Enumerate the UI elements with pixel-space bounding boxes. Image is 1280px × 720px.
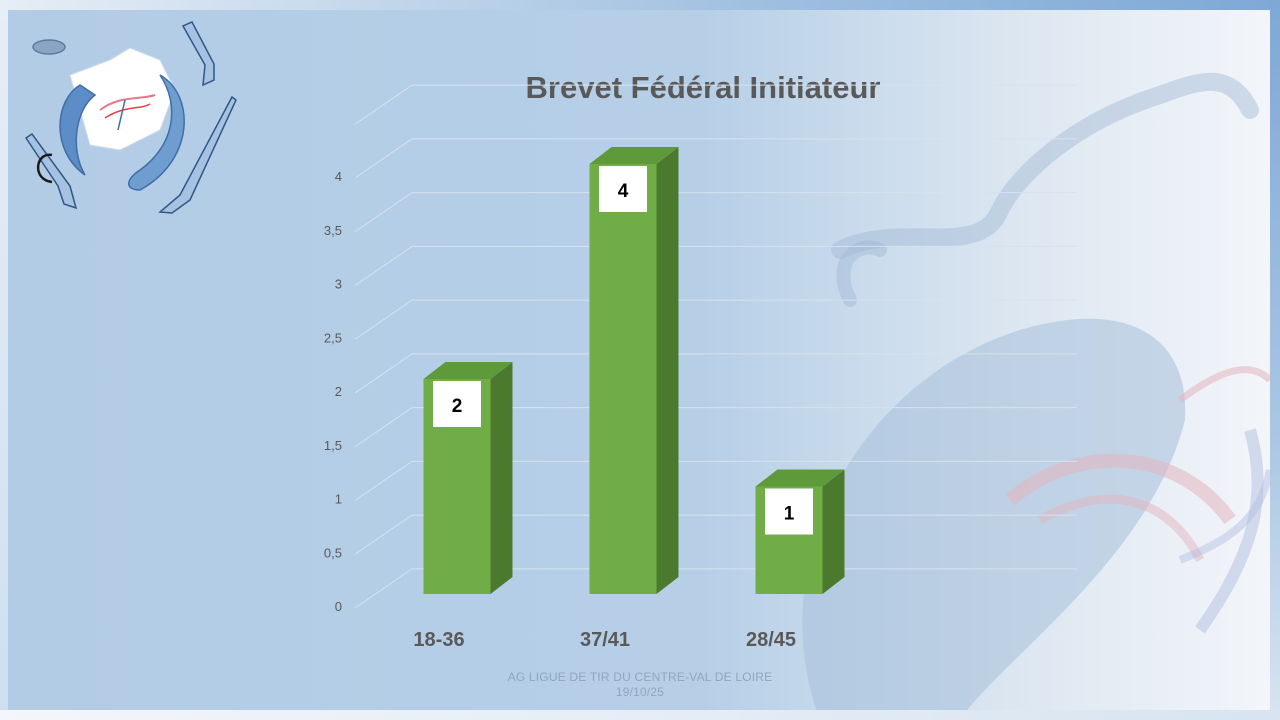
bar-top (423, 362, 513, 379)
clay-target-icon (32, 39, 66, 55)
slide-frame-bottom (0, 710, 1280, 720)
chart-title: Brevet Fédéral Initiateur (525, 70, 881, 105)
gridline-side (354, 460, 413, 501)
bar-side (656, 147, 679, 594)
y-tick-label: 2,5 (324, 330, 342, 345)
bar-1: 2 (423, 362, 513, 594)
gridline-side (354, 407, 413, 448)
x-category-label: 28/45 (746, 629, 796, 651)
data-label-box (599, 166, 647, 212)
bar-side (490, 362, 513, 594)
data-label-box (765, 488, 813, 535)
shotgun-icon (24, 132, 78, 210)
footer-organization: AG LIGUE DE TIR DU CENTRE-VAL DE LOIRE (507, 670, 773, 684)
gridline-side (354, 514, 413, 555)
y-tick-label: 0 (335, 599, 342, 614)
shooting-federation-logo-icon (24, 21, 237, 214)
gridline-side (354, 84, 413, 125)
bar-top (589, 147, 679, 164)
data-label-box (433, 381, 481, 427)
data-label: 2 (452, 396, 463, 417)
rifle-icon (158, 95, 237, 214)
pistol-icon (181, 21, 215, 87)
slide-frame-right (1270, 0, 1280, 720)
bar-2: 4 (589, 147, 679, 594)
gridline-side (354, 138, 413, 179)
gridline-side (354, 353, 413, 394)
y-tick-label: 1 (335, 492, 342, 507)
gridline-side (354, 568, 413, 609)
y-tick-label: 3 (335, 277, 342, 292)
y-tick-label: 3,5 (324, 223, 342, 238)
y-tick-label: 1,5 (324, 438, 342, 453)
bar-front (589, 164, 657, 594)
x-category-label: 37/41 (580, 629, 630, 651)
gridline-side (354, 192, 413, 233)
gridline-side (354, 299, 413, 340)
footer-date: 19/10/25 (615, 685, 665, 699)
data-label: 1 (784, 504, 795, 525)
y-tick-label: 4 (335, 169, 342, 184)
bar-top (755, 469, 845, 487)
bar-3: 1 (755, 469, 845, 594)
x-category-label: 18-36 (413, 629, 464, 651)
slide-frame-left (0, 0, 8, 720)
data-label: 4 (618, 181, 629, 202)
gridline-side (354, 245, 413, 286)
y-tick-label: 2 (335, 384, 342, 399)
y-tick-label: 0,5 (324, 545, 342, 560)
bar-side (822, 469, 845, 594)
slide-frame-top (0, 0, 1280, 10)
